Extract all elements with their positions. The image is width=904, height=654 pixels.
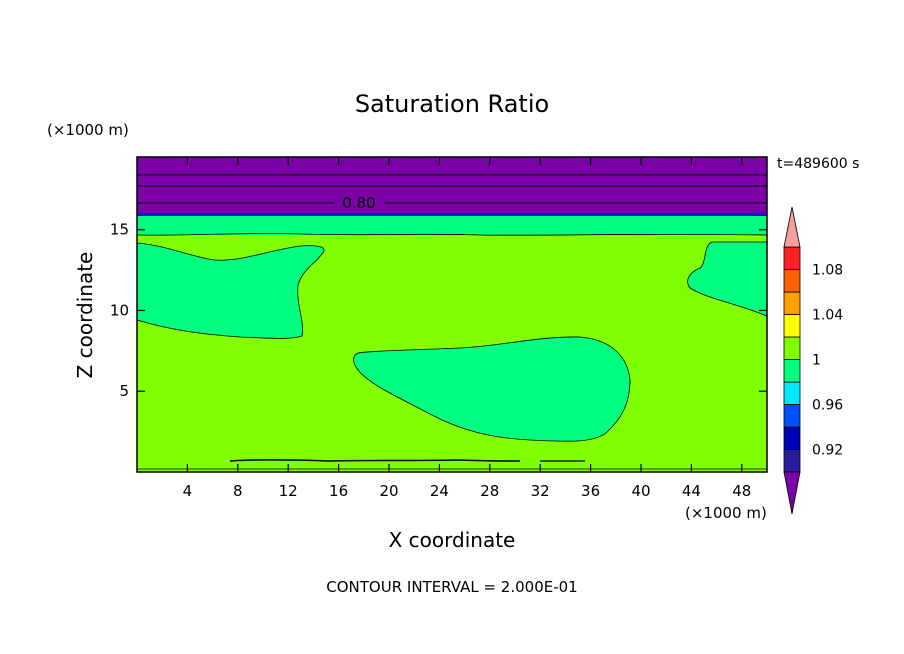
colorbar: 1.08 1.04 1 0.96 0.92 [783,206,843,515]
transition-layer-fill [137,216,767,235]
colorbar-segment [783,336,801,360]
plot-area: 0.80 [136,156,768,473]
x-tick-label: 8 [233,482,243,500]
colorbar-segment [783,449,801,473]
y-tick-label: 5 [119,382,129,400]
x-axis-label: X coordinate [389,528,516,552]
x-tick-label: 24 [430,482,449,500]
x-tick-label: 28 [480,482,499,500]
dark-blue-band [137,213,767,218]
y-scale-label: (×1000 m) [47,121,129,139]
x-tick-label: 48 [732,482,751,500]
x-tick-label: 36 [581,482,600,500]
colorbar-segment [783,314,801,338]
contour-interval-label: CONTOUR INTERVAL = 2.000E-01 [326,578,577,596]
x-tick-label: 44 [682,482,701,500]
x-tick-label: 40 [631,482,650,500]
colorbar-segment [783,404,801,428]
colorbar-segment [783,269,801,293]
contour-label-080: 0.80 [342,194,375,212]
plot-frame [136,156,768,473]
colorbar-label: 1.04 [812,308,843,324]
colorbar-high-triangle [783,206,801,248]
saturated-region-right [687,241,768,317]
saturated-region-center [353,336,631,442]
time-label: t=489600 s [777,156,859,172]
y-tick-label: 10 [110,301,129,319]
colorbar-segment [783,246,801,270]
y-axis-label: Z coordinate [73,252,97,379]
colorbar-segment [783,359,801,383]
x-tick-label: 20 [379,482,398,500]
x-tick-label: 16 [329,482,348,500]
x-tick-label: 4 [183,482,193,500]
x-axis: 4 8 12 16 20 24 28 32 36 40 44 48 [183,157,751,500]
colorbar-label: 0.96 [812,398,843,414]
y-tick-label: 15 [110,221,129,239]
x-tick-label: 12 [279,482,298,500]
colorbar-segment [783,426,801,450]
x-tick-label: 32 [531,482,550,500]
colorbar-low-triangle [783,471,801,515]
saturated-region-left [136,242,325,339]
colorbar-label: 0.92 [812,443,843,459]
colorbar-label: 1.08 [812,263,843,279]
x-scale-label: (×1000 m) [685,504,767,522]
transition-layer-edge [136,233,768,236]
colorbar-segment [783,291,801,315]
colorbar-label: 1 [812,353,821,369]
chart-title: Saturation Ratio [355,90,549,118]
y-axis: 5 10 15 [110,221,767,400]
near-surface-contour [229,459,521,462]
colorbar-segment [783,381,801,405]
